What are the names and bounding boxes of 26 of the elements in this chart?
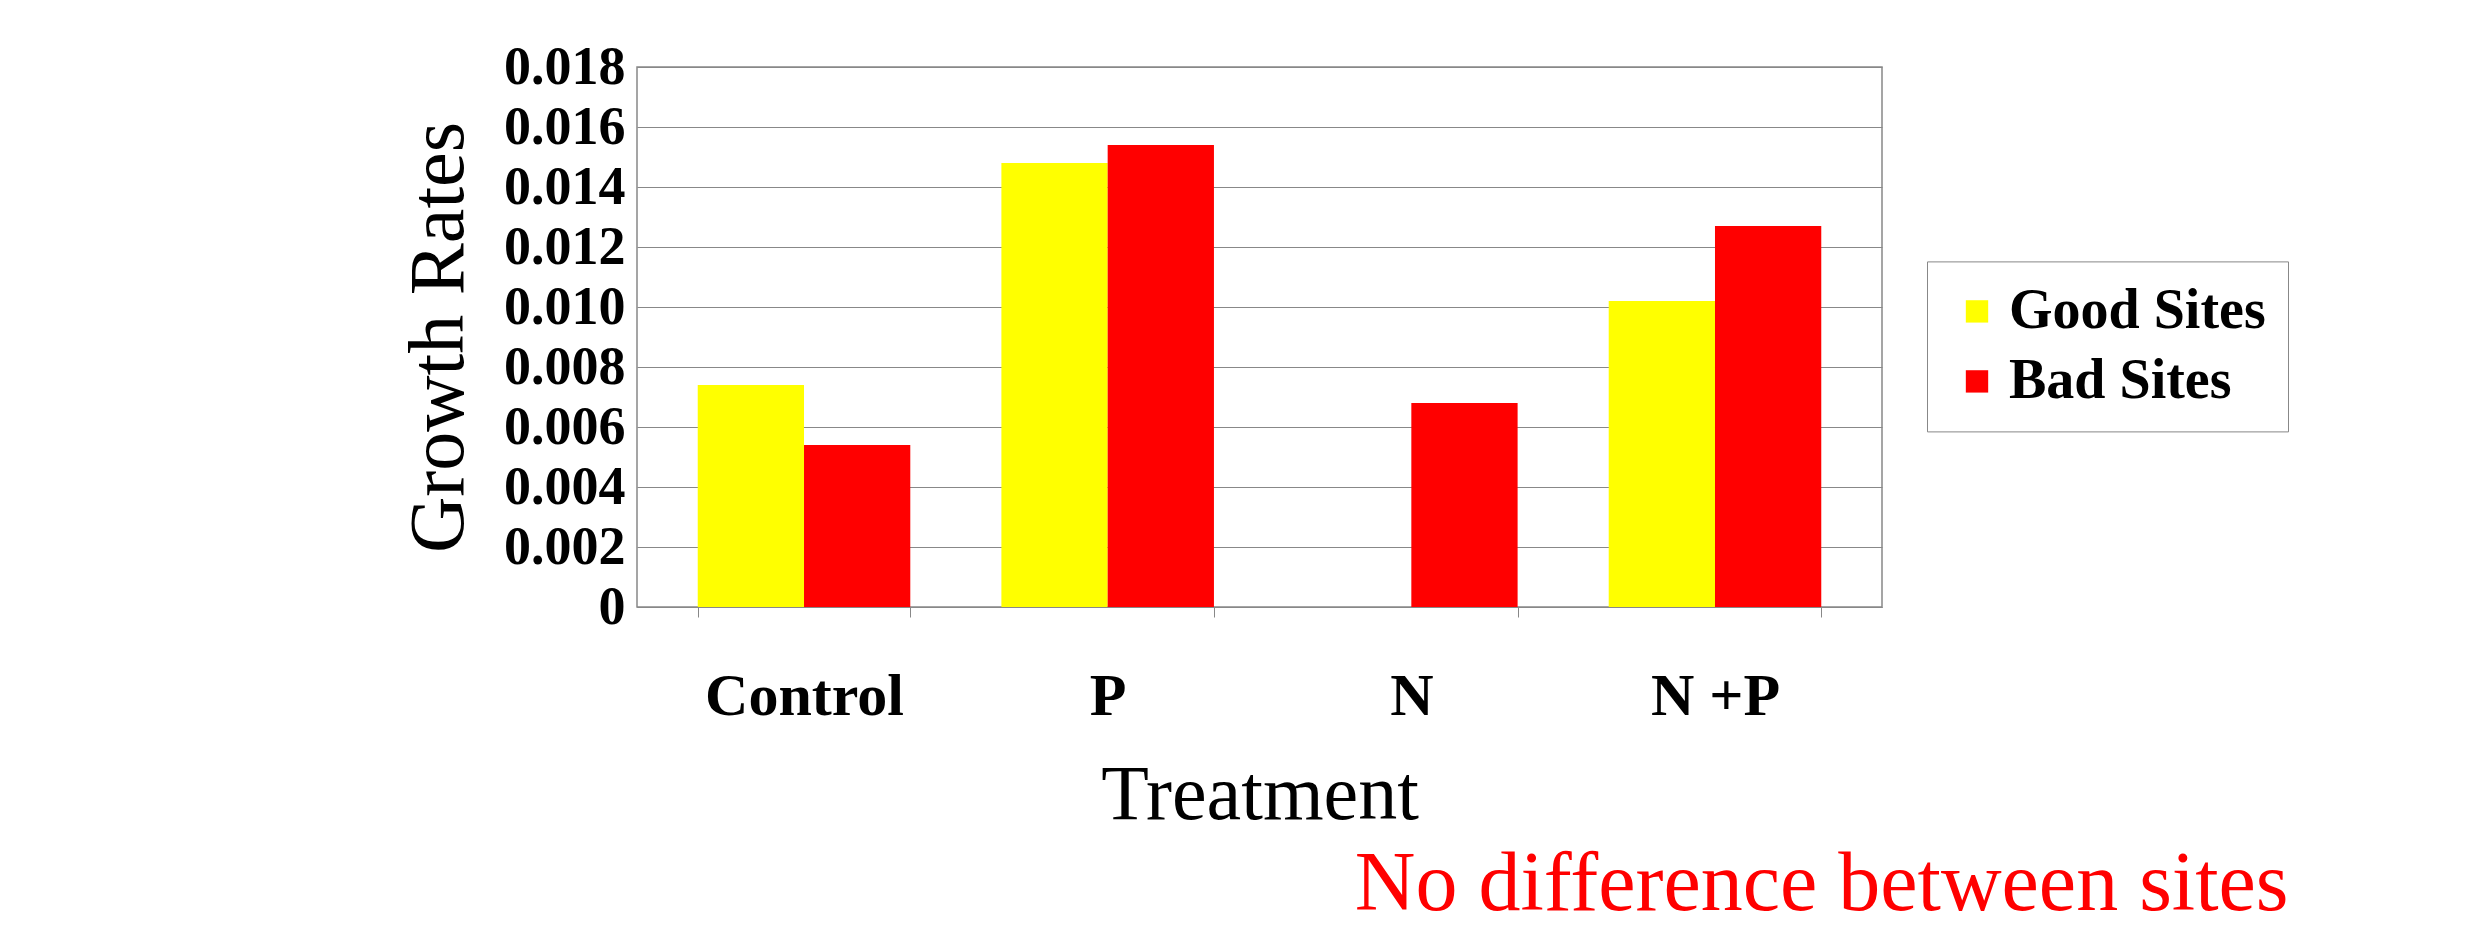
- y-tick-label: 0.010: [504, 275, 626, 336]
- x-tick-label: Control: [705, 661, 904, 728]
- legend-label: Bad Sites: [2009, 348, 2232, 411]
- y-tick-label: 0.006: [504, 395, 626, 456]
- x-axis-title: Treatment: [1101, 748, 1420, 836]
- y-tick-label: 0: [598, 575, 626, 636]
- y-tick-label: 0.002: [504, 515, 626, 576]
- y-tick-label: 0.004: [504, 455, 626, 516]
- y-tick-label: 0.008: [504, 335, 626, 396]
- bar: [1714, 226, 1822, 607]
- bar: [1608, 301, 1715, 607]
- bar: [1001, 163, 1108, 607]
- legend-label: Good Sites: [2009, 278, 2266, 341]
- x-tick-label: N +P: [1650, 661, 1781, 728]
- bar: [697, 385, 805, 607]
- y-axis-title: Growth Rates: [393, 121, 480, 554]
- y-tick-label: 0.012: [504, 215, 626, 276]
- y-tick-label: 0.018: [504, 35, 626, 96]
- y-tick-label: 0.014: [504, 155, 626, 216]
- text: No difference between sites: [1354, 835, 2289, 928]
- bar: [1411, 403, 1518, 607]
- bar: [1107, 145, 1214, 607]
- x-tick-label: N: [1390, 661, 1434, 728]
- x-tick-label: P: [1089, 661, 1127, 728]
- bar: [804, 445, 911, 607]
- y-tick-label: 0.016: [504, 95, 626, 156]
